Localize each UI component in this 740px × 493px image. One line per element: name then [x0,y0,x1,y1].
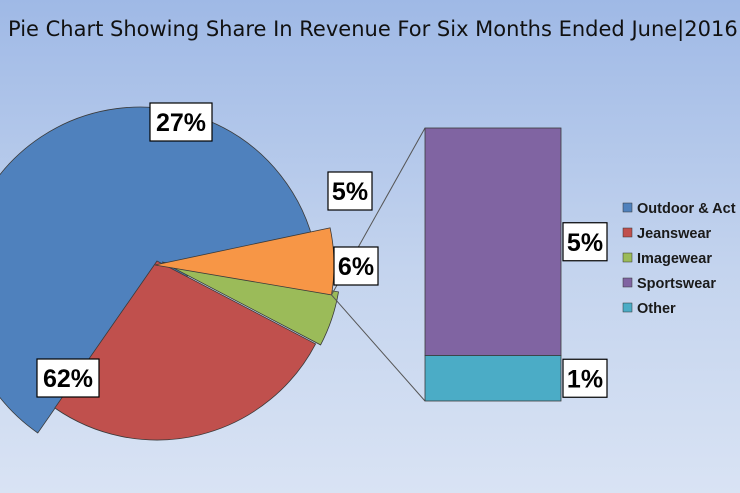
data-label-other-bar-box [333,246,379,286]
data-label-imagewear-box [327,171,373,211]
pie-layer [0,106,339,441]
bar-label-other: 1% [562,358,608,398]
legend-item-sportswear: Sportswear [622,276,716,292]
bar-label-other-box [562,358,608,398]
connector-line-bottom [331,294,426,402]
pie-slice-imagewear [161,261,339,346]
bar-label-other-text: 1% [567,365,603,393]
legend-swatch [622,252,633,263]
legend-swatch [622,277,633,288]
data-label-outdoor-action-sports-text: 62% [43,365,93,393]
data-label-outdoor-action-sports-box [36,358,100,398]
bar-label-sportswear: 5% [562,222,608,262]
data-label-outdoor-action-sports: 62% [36,358,100,398]
bar-segment-other [424,355,562,402]
legend-label: Imagewear [637,251,712,267]
legend-swatch [622,202,633,213]
legend-label: Outdoor & Act [637,201,736,217]
legend-label: Jeanswear [637,226,712,242]
data-label-other-bar: 6% [333,246,379,286]
data-label-imagewear: 5% [327,171,373,211]
legend-label: Sportswear [637,276,716,292]
bar-label-sportswear-text: 5% [567,229,603,257]
pie-slice-jeanswear [54,260,317,441]
legend: Outdoor & Act Jeanswear Imagewear Sportswea… [622,201,736,317]
stacked-bar [424,127,562,402]
legend-label: Other [637,301,676,317]
legend-item-other: Other [622,301,676,317]
data-label-imagewear-text: 5% [332,178,368,206]
bar-segment-sportswear [424,127,562,356]
data-label-other-bar-text: 6% [338,253,374,281]
legend-item-imagewear: Imagewear [622,251,712,267]
data-labels: 62% 27% 5% 6% 5% 1% [36,102,608,398]
bar-label-sportswear-box [562,222,608,262]
data-label-jeanswear-text: 27% [156,109,206,137]
data-label-jeanswear-box [149,102,213,142]
legend-swatch [622,302,633,313]
legend-swatch [622,227,633,238]
legend-item-jeanswear: Jeanswear [622,226,712,242]
data-label-jeanswear: 27% [149,102,213,142]
chart-title: Pie Chart Showing Share In Revenue For S… [8,17,738,42]
legend-item-outdoor-act: Outdoor & Act [622,201,736,217]
